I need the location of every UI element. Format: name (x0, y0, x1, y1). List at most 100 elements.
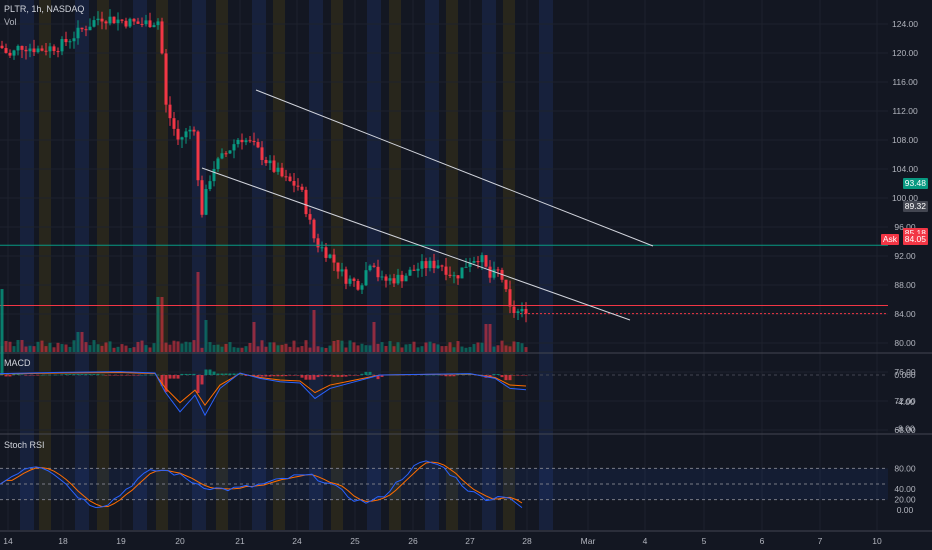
candle-body (332, 254, 336, 263)
macd-histogram-bar (8, 375, 12, 377)
volume-bars (0, 272, 528, 352)
macd-histogram-bar (452, 375, 456, 377)
macd-histogram-bar (292, 375, 296, 376)
candle-body (172, 118, 176, 129)
macd-histogram-bar (192, 373, 196, 375)
candle-body (292, 181, 296, 186)
candle-body (400, 274, 404, 282)
volume-bar (228, 342, 232, 352)
volume-bar (212, 344, 216, 352)
time-tick-label: 19 (116, 536, 126, 546)
macd-tick-label: -8.00 (895, 424, 915, 434)
macd-tick-label: 0.000 (894, 370, 916, 380)
volume-bar (252, 322, 256, 352)
volume-bar (204, 320, 208, 352)
premarket-band (273, 0, 285, 530)
macd-histogram-bar (520, 375, 524, 376)
candle-body (132, 18, 136, 22)
candle-body (444, 266, 448, 275)
macd-histogram-bar (72, 374, 76, 375)
time-tick-label: 28 (522, 536, 532, 546)
macd-histogram-bar (116, 375, 120, 376)
macd-histogram-bar (308, 375, 312, 380)
candle-body (360, 285, 364, 290)
macd-histogram-bar (136, 375, 140, 376)
afterhours-band (133, 0, 147, 530)
candle-body (392, 278, 396, 284)
candle-body (368, 265, 372, 271)
volume-bar (364, 345, 368, 352)
candle-body (196, 131, 200, 181)
candle-body (244, 140, 248, 143)
macd-histogram-bar (124, 375, 128, 376)
candle-body (320, 247, 324, 249)
time-tick-label: 4 (643, 536, 648, 546)
macd-histogram-bar (148, 374, 152, 376)
candle-body (248, 140, 252, 142)
grid-lines (0, 0, 932, 532)
candle-body (352, 278, 356, 281)
volume-bar (328, 345, 332, 352)
macd-histogram-bar (80, 374, 84, 375)
candle-body (176, 128, 180, 140)
candle-body (20, 45, 24, 50)
volume-bar (316, 346, 320, 352)
volume-bar (16, 340, 20, 352)
volume-bar (260, 340, 264, 352)
volume-bar (4, 340, 8, 352)
candle-body (204, 189, 208, 215)
volume-bar (416, 347, 420, 352)
candle-body (336, 262, 340, 272)
candle-body (312, 219, 316, 239)
volume-bar (76, 332, 80, 352)
candle-body (48, 46, 52, 52)
price-tick-label: 112.00 (892, 106, 918, 116)
macd-histogram-bar (68, 374, 72, 375)
macd-histogram-bar (284, 375, 288, 377)
macd-histogram-bar (216, 373, 220, 375)
high-price-tag: 89.32 (902, 201, 928, 212)
macd-histogram-bar (524, 375, 528, 376)
session-bands (20, 0, 553, 530)
macd-title[interactable]: MACD (4, 358, 31, 368)
candle-body (96, 18, 100, 21)
volume-bar (292, 340, 296, 352)
macd-histogram-bar (228, 373, 232, 375)
volume-bar (396, 342, 400, 352)
volume-bar (52, 347, 56, 352)
time-tick-label: 20 (175, 536, 185, 546)
volume-label[interactable]: Vol (4, 17, 17, 27)
candle-body (44, 50, 48, 52)
volume-bar (480, 342, 484, 352)
candle-body (512, 306, 516, 313)
candle-body (488, 266, 492, 278)
candle-body (356, 280, 360, 290)
price-tick-label: 84.00 (894, 309, 916, 319)
candle-body (452, 275, 456, 277)
macd-histogram-bar (340, 375, 344, 377)
stoch-rsi-title[interactable]: Stoch RSI (4, 440, 45, 450)
price-tick-label: 72.00 (894, 396, 916, 406)
candle-body (252, 140, 256, 143)
volume-bar (472, 344, 476, 352)
macd-histogram-bar (344, 375, 348, 377)
premarket-band (216, 0, 228, 530)
candle-body (432, 260, 436, 269)
candle-body (28, 48, 32, 52)
candle-body (256, 142, 260, 148)
candle-body (264, 159, 268, 164)
macd-histogram-bar (204, 369, 208, 375)
candle-body (240, 139, 244, 143)
macd-histogram-bar (512, 375, 516, 376)
candle-body (508, 289, 512, 307)
volume-bar (412, 341, 416, 352)
volume-bar (168, 344, 172, 352)
candle-body (384, 276, 388, 281)
macd-histogram-bar (36, 375, 40, 376)
symbol-header[interactable]: PLTR, 1h, NASDAQ (4, 4, 85, 14)
candle-body (480, 255, 484, 263)
candle-body (84, 29, 88, 31)
time-tick-label: 27 (465, 536, 475, 546)
volume-bar (64, 344, 68, 352)
